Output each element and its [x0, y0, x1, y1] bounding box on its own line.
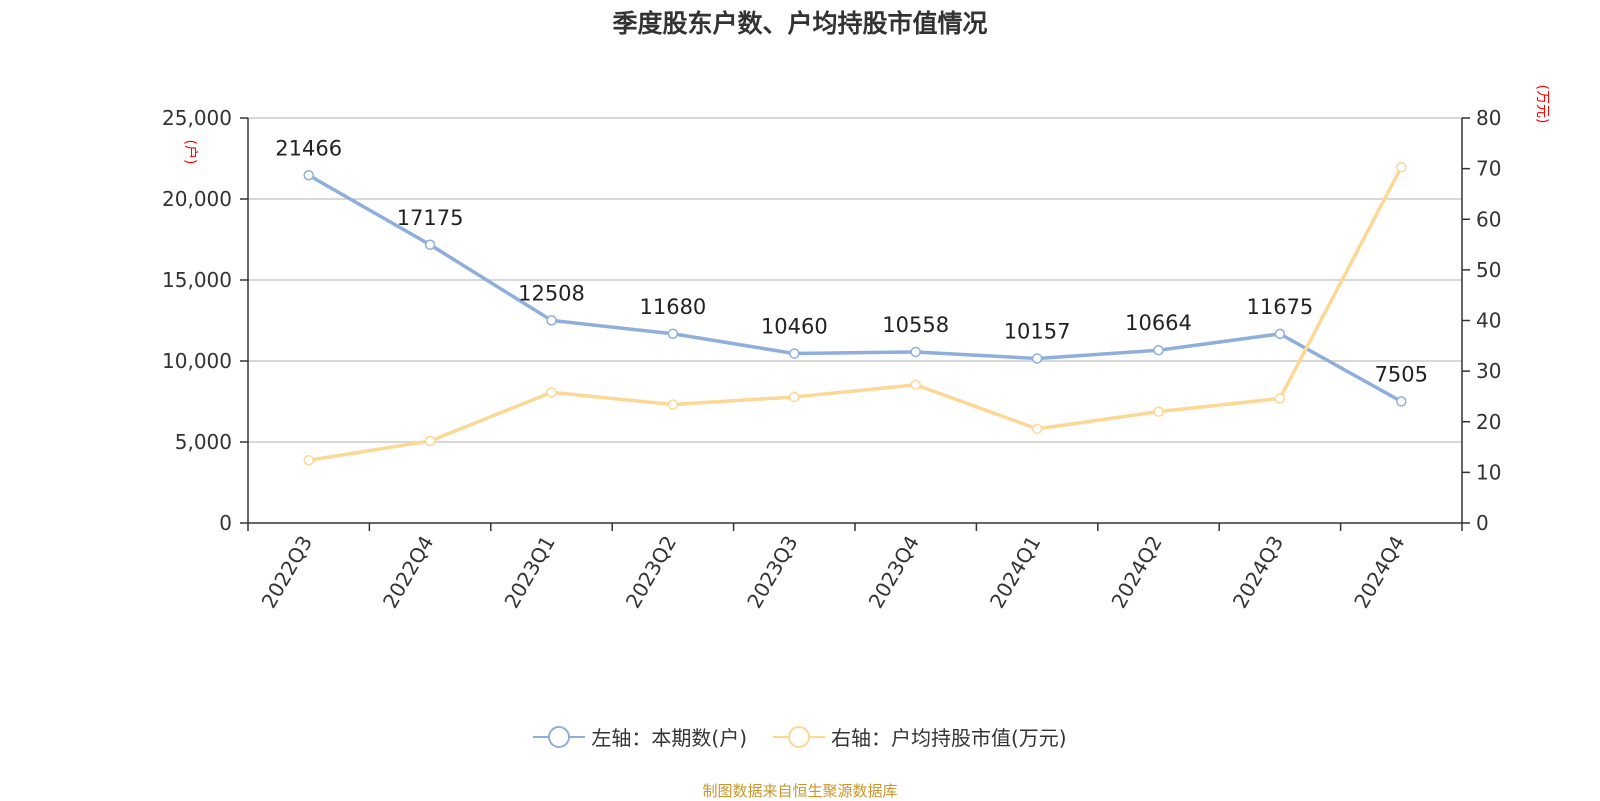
data-label: 10558 [882, 313, 949, 337]
x-axis-tick-label: 2024Q4 [1349, 532, 1409, 613]
series-line-0 [307, 173, 1403, 403]
data-label: 10460 [761, 315, 828, 339]
right-axis-tick-label: 30 [1476, 359, 1501, 383]
x-axis-tick-label: 2022Q3 [257, 532, 317, 613]
data-label: 11680 [639, 295, 706, 319]
right-axis-tick-label: 80 [1476, 106, 1501, 130]
data-point [789, 348, 800, 359]
data-point [910, 346, 921, 358]
data-label: 7505 [1375, 362, 1428, 386]
x-axis-tick-label: 2023Q2 [621, 532, 681, 613]
right-axis-label: (万元) [1534, 85, 1550, 124]
data-point [1031, 423, 1043, 435]
left-axis-label: (户) [182, 140, 199, 165]
x-axis-tick-label: 2022Q4 [378, 532, 438, 613]
data-point [303, 454, 314, 466]
data-label: 12508 [518, 281, 585, 305]
x-axis-tick-label: 2024Q1 [985, 532, 1045, 613]
legend: 左轴：本期数(户) 右轴：户均持股市值(万元) [0, 722, 1600, 751]
data-point [1153, 344, 1164, 356]
data-point [303, 170, 314, 181]
left-axis-tick-label: 15,000 [162, 268, 232, 292]
data-label: 21466 [275, 136, 342, 160]
data-point [1396, 396, 1407, 407]
legend-label-households: 左轴：本期数(户) [591, 726, 747, 750]
right-axis-tick-label: 50 [1476, 258, 1501, 282]
data-point [1274, 328, 1286, 340]
series-layer: 21466 17175 12508 11680 10460 10558 10157 10664… [275, 136, 1428, 466]
data-point [1396, 161, 1407, 173]
legend-item-market-value[interactable]: 右轴：户均持股市值(万元) [773, 722, 1067, 751]
data-point [667, 399, 679, 410]
source-note: 制图数据来自恒生聚源数据库 [702, 782, 898, 800]
x-axis-tick-label: 2023Q4 [864, 532, 924, 613]
data-point [546, 315, 557, 326]
data-label: 17175 [397, 206, 464, 230]
series-line-1 [308, 166, 1403, 462]
left-axis-tick-label: 10,000 [162, 349, 232, 373]
data-label: 11675 [1246, 295, 1313, 319]
grid-lines [248, 117, 1462, 443]
left-axis-tick-label: 5,000 [175, 430, 232, 454]
legend-marker-households-icon [533, 725, 586, 748]
data-point [1274, 393, 1286, 404]
data-point [1153, 406, 1164, 417]
data-point [910, 379, 921, 391]
right-axis-tick-label: 0 [1476, 511, 1489, 535]
right-axis-tick-label: 20 [1476, 410, 1501, 434]
x-axis-tick-label: 2023Q3 [742, 532, 802, 613]
x-axis-tick-label: 2024Q2 [1106, 532, 1166, 613]
right-axis-tick-label: 40 [1476, 309, 1501, 333]
right-axis-tick-label: 70 [1476, 157, 1501, 181]
right-axis-tick-label: 60 [1476, 207, 1501, 231]
data-label: 10157 [1004, 319, 1071, 343]
data-point [1031, 353, 1043, 364]
data-label: 10664 [1125, 311, 1192, 335]
right-axis-tick-label: 10 [1476, 460, 1501, 484]
x-axis-tick-label: 2023Q1 [499, 532, 559, 613]
left-axis-tick-label: 20,000 [162, 187, 232, 211]
data-point [546, 387, 557, 398]
data-point [424, 435, 436, 447]
legend-label-market-value: 右轴：户均持股市值(万元) [831, 726, 1067, 750]
chart-title: 季度股东户数、户均持股市值情况 [612, 9, 988, 38]
data-point [789, 391, 800, 403]
legend-item-households[interactable]: 左轴：本期数(户) [533, 722, 747, 751]
x-axis-tick-label: 2024Q3 [1228, 532, 1288, 613]
left-axis-tick-label: 0 [219, 511, 232, 535]
legend-marker-market-value-icon [773, 725, 825, 748]
data-point [667, 328, 679, 340]
data-point [424, 239, 436, 251]
left-axis-tick-label: 25,000 [162, 106, 232, 130]
axes: 0 5,000 10,000 15,000 20,000 25,000 0 10 20 30 40 5… [162, 85, 1550, 613]
